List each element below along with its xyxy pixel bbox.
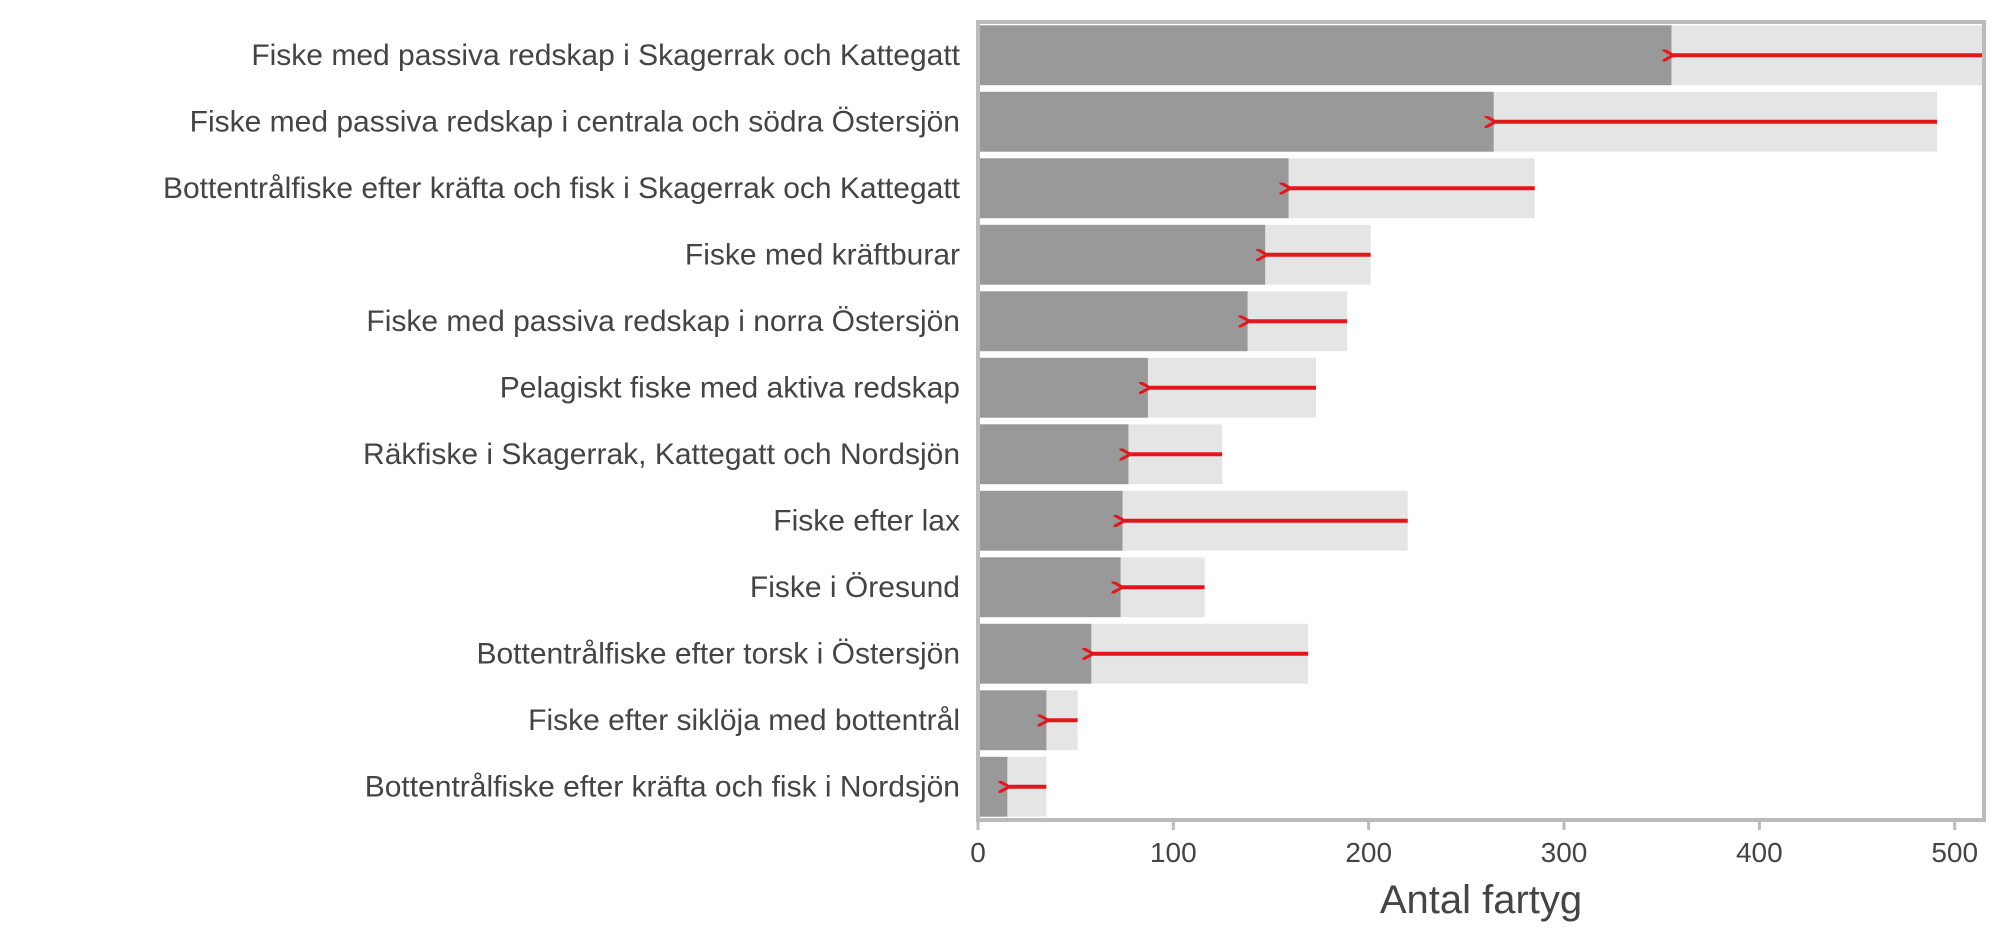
category-labels: Fiske med passiva redskap i Skagerrak oc… (163, 39, 961, 804)
category-label: Pelagiskt fiske med aktiva redskap (500, 371, 960, 404)
x-axis-title: Antal fartyg (1380, 878, 1582, 922)
category-label: Fiske efter lax (773, 504, 960, 537)
x-tick-label: 100 (1150, 837, 1197, 868)
foreground-bar (978, 690, 1047, 751)
foreground-bar (978, 291, 1248, 352)
category-label: Fiske med kräftburar (685, 238, 960, 271)
category-label: Bottentrålfiske efter kräfta och fisk i … (365, 770, 960, 803)
x-tick-label: 200 (1345, 837, 1392, 868)
foreground-bar (978, 424, 1129, 485)
foreground-bar (978, 756, 1008, 817)
foreground-bar (978, 158, 1289, 219)
category-label: Fiske med passiva redskap i Skagerrak oc… (251, 39, 960, 72)
plot-frame (976, 20, 1986, 822)
foreground-bar (978, 25, 1672, 86)
category-label: Fiske med passiva redskap i norra Östers… (366, 305, 960, 338)
foreground-bar (978, 490, 1123, 551)
foreground-bar (978, 357, 1148, 418)
x-tick-label: 300 (1541, 837, 1588, 868)
x-tick-label: 400 (1736, 837, 1783, 868)
foreground-bar (978, 224, 1266, 285)
x-tick-label: 0 (970, 837, 986, 868)
category-label: Fiske efter siklöja med bottentrål (528, 704, 960, 737)
foreground-bar (978, 623, 1092, 684)
x-tick-label: 500 (1931, 837, 1978, 868)
category-label: Fiske i Öresund (750, 571, 960, 604)
foreground-bar (978, 91, 1494, 152)
category-label: Räkfiske i Skagerrak, Kattegatt och Nord… (363, 438, 960, 471)
foreground-bars (978, 25, 1672, 817)
x-axis-ticks: 0 100 200 300 400 500 (970, 822, 1978, 868)
category-label: Fiske med passiva redskap i centrala och… (190, 105, 960, 138)
category-label: Bottentrålfiske efter torsk i Östersjön (476, 637, 960, 670)
change-arrows (1009, 55, 1984, 787)
category-label: Bottentrålfiske efter kräfta och fisk i … (163, 172, 961, 205)
foreground-bar (978, 557, 1121, 618)
